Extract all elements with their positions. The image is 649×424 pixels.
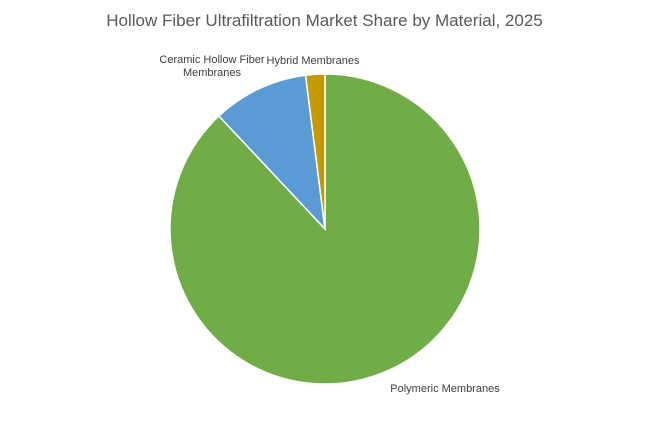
slice-label-ceramic-hollow-fiber-membranes: Ceramic Hollow Fiber Membranes <box>159 54 264 79</box>
pie-slice-ceramic-hollow-fiber-membranes <box>217 74 327 232</box>
slice-label-polymeric-membranes: Polymeric Membranes <box>390 383 500 395</box>
slice-label-hybrid-membranes: Hybrid Membranes <box>267 55 360 67</box>
chart-title: Hollow Fiber Ultrafiltration Market Shar… <box>106 11 543 30</box>
pie-slice-hybrid-membranes <box>304 73 326 230</box>
